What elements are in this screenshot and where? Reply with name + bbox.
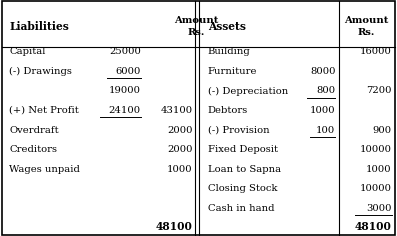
Text: 10000: 10000: [360, 145, 392, 154]
Text: (+) Net Profit: (+) Net Profit: [9, 106, 79, 115]
Text: Furniture: Furniture: [208, 67, 257, 76]
Text: 24100: 24100: [109, 106, 141, 115]
Text: 43100: 43100: [160, 106, 193, 115]
Text: 800: 800: [316, 86, 335, 95]
Text: Wages unpaid: Wages unpaid: [9, 165, 80, 174]
Text: 900: 900: [373, 126, 392, 135]
Text: Overdraft: Overdraft: [9, 126, 59, 135]
Text: Debtors: Debtors: [208, 106, 248, 115]
Text: 19000: 19000: [109, 86, 141, 95]
Text: 1000: 1000: [167, 165, 193, 174]
Text: Amount
Rs.: Amount Rs.: [174, 16, 219, 37]
Text: 48100: 48100: [156, 221, 193, 232]
Text: 8000: 8000: [310, 67, 335, 76]
Text: 16000: 16000: [360, 47, 392, 56]
Text: Loan to Sapna: Loan to Sapna: [208, 165, 281, 174]
Text: 2000: 2000: [167, 145, 193, 154]
Text: Building: Building: [208, 47, 251, 56]
Text: Creditors: Creditors: [9, 145, 57, 154]
Text: Amount
Rs.: Amount Rs.: [345, 16, 389, 37]
Text: Liabilities: Liabilities: [9, 21, 69, 32]
Text: 1000: 1000: [366, 165, 392, 174]
Text: 7200: 7200: [366, 86, 392, 95]
Text: (-) Provision: (-) Provision: [208, 126, 269, 135]
Text: Assets: Assets: [208, 21, 245, 32]
Text: (-) Drawings: (-) Drawings: [9, 67, 72, 76]
Text: 25000: 25000: [109, 47, 141, 56]
Text: 6000: 6000: [116, 67, 141, 76]
Text: 48100: 48100: [355, 221, 392, 232]
Text: 1000: 1000: [310, 106, 335, 115]
Text: 2000: 2000: [167, 126, 193, 135]
Text: Cash in hand: Cash in hand: [208, 204, 274, 213]
Text: Closing Stock: Closing Stock: [208, 184, 277, 193]
Text: (-) Depreciation: (-) Depreciation: [208, 86, 288, 96]
Text: 10000: 10000: [360, 184, 392, 193]
Text: 3000: 3000: [366, 204, 392, 213]
Text: 100: 100: [316, 126, 335, 135]
Text: Capital: Capital: [9, 47, 46, 56]
Text: Fixed Deposit: Fixed Deposit: [208, 145, 278, 154]
